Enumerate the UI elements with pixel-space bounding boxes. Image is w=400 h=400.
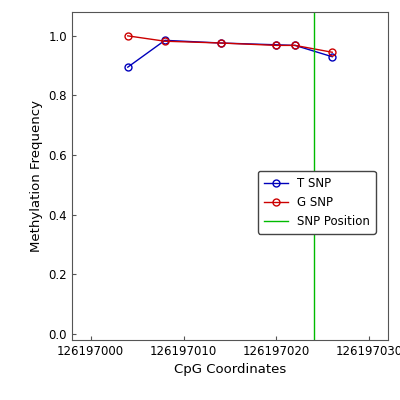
Legend: T SNP, G SNP, SNP Position: T SNP, G SNP, SNP Position	[258, 171, 376, 234]
G SNP	[125, 34, 130, 38]
T SNP	[274, 42, 279, 47]
G SNP	[293, 43, 298, 48]
Line: T SNP: T SNP	[124, 37, 336, 71]
T SNP	[162, 38, 167, 43]
T SNP	[125, 65, 130, 70]
G SNP	[162, 39, 167, 44]
G SNP	[274, 43, 279, 48]
G SNP	[218, 41, 223, 46]
T SNP	[330, 54, 335, 59]
G SNP	[330, 50, 335, 55]
T SNP	[218, 41, 223, 46]
X-axis label: CpG Coordinates: CpG Coordinates	[174, 364, 286, 376]
T SNP	[293, 43, 298, 48]
Y-axis label: Methylation Frequency: Methylation Frequency	[30, 100, 43, 252]
Line: G SNP: G SNP	[124, 32, 336, 56]
